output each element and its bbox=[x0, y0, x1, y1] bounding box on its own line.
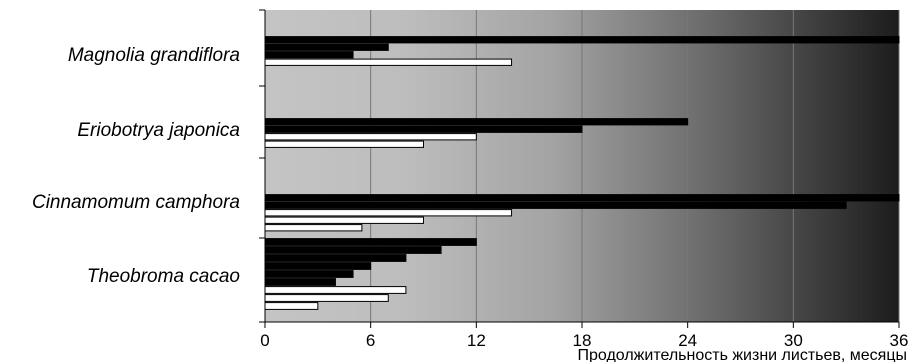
x-tick-label-30: 30 bbox=[784, 331, 803, 350]
bar-1-1 bbox=[264, 125, 583, 133]
bar-2-3 bbox=[264, 216, 424, 224]
category-label-3: Theobroma cacao bbox=[87, 266, 240, 287]
x-tick-label-18: 18 bbox=[573, 331, 592, 350]
bar-3-4 bbox=[264, 270, 354, 278]
bar-3-1 bbox=[264, 246, 442, 254]
bar-1-0 bbox=[264, 118, 689, 126]
bar-0-1 bbox=[264, 43, 389, 51]
bar-3-8 bbox=[264, 302, 319, 310]
bar-0-2 bbox=[264, 51, 354, 59]
bar-3-5 bbox=[264, 278, 336, 286]
x-tick-label-0: 0 bbox=[260, 331, 269, 350]
category-label-0: Magnolia grandiflora bbox=[68, 45, 240, 66]
bar-3-3 bbox=[264, 262, 372, 270]
axes-group bbox=[259, 9, 900, 328]
category-label-2: Cinnamomum camphora bbox=[32, 192, 240, 213]
x-tick-label-6: 6 bbox=[366, 331, 375, 350]
category-label-1: Eriobotrya japonica bbox=[77, 120, 240, 141]
bar-3-0 bbox=[264, 238, 477, 246]
bar-0-3 bbox=[264, 58, 513, 66]
x-tick-label-36: 36 bbox=[890, 331, 909, 350]
bar-1-3 bbox=[264, 140, 424, 148]
bar-2-0 bbox=[264, 194, 900, 202]
x-axis-title: Продолжительность жизни листьев, месяцы bbox=[578, 347, 907, 362]
bar-3-6 bbox=[264, 286, 407, 294]
labels-group: 0 6 12 18 24 30 36 Magnolia grandiflora Eriobotr… bbox=[32, 45, 908, 350]
bar-2-2 bbox=[264, 209, 513, 217]
bar-2-1 bbox=[264, 201, 847, 209]
x-tick-label-12: 12 bbox=[467, 331, 486, 350]
bar-0-0 bbox=[264, 36, 900, 44]
bar-3-2 bbox=[264, 254, 407, 262]
bar-3-7 bbox=[264, 294, 389, 302]
bar-2-4 bbox=[264, 224, 363, 232]
bar-1-2 bbox=[264, 133, 477, 141]
x-tick-label-24: 24 bbox=[678, 331, 697, 350]
